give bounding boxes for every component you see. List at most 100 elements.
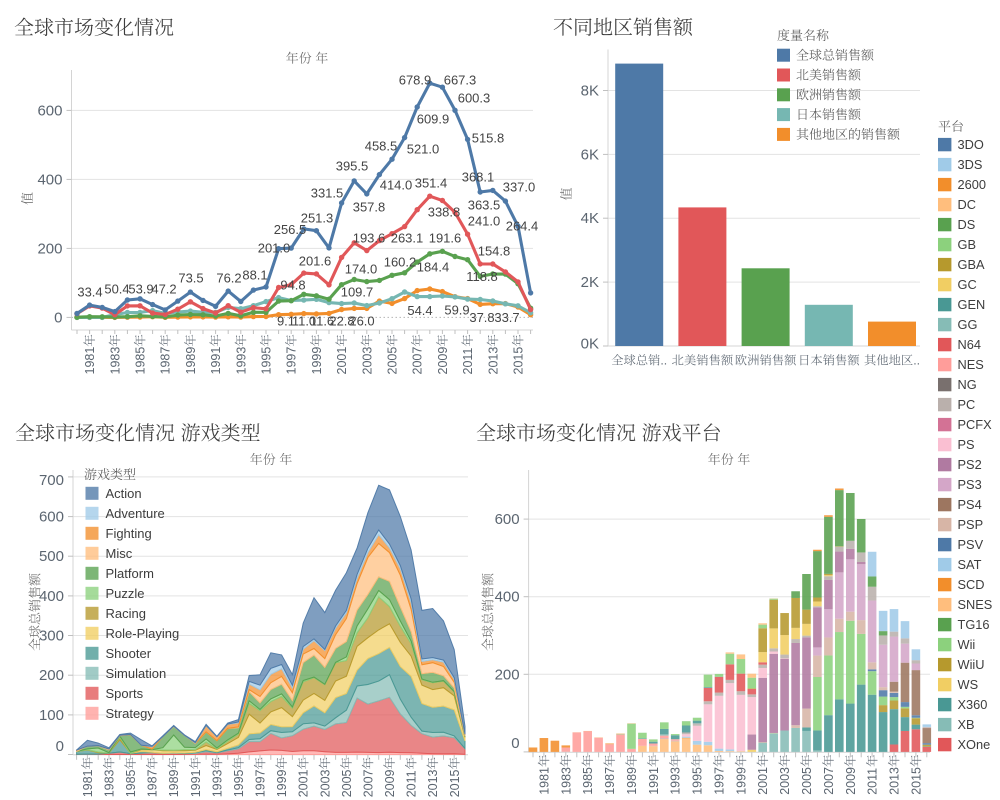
svg-text:1997: 1997 (254, 769, 268, 797)
svg-text:76.2: 76.2 (216, 271, 241, 286)
svg-text:0: 0 (56, 738, 64, 755)
svg-text:TG16: TG16 (958, 617, 990, 632)
svg-text:193.6: 193.6 (353, 231, 386, 246)
svg-text:200: 200 (39, 667, 64, 684)
svg-text:338.8: 338.8 (428, 205, 461, 220)
svg-text:521.0: 521.0 (407, 142, 440, 157)
svg-text:SCD: SCD (958, 577, 985, 592)
svg-text:1981: 1981 (83, 347, 97, 375)
svg-text:GB: GB (958, 237, 977, 252)
svg-text:263.1: 263.1 (391, 231, 424, 246)
svg-text:241.0: 241.0 (468, 214, 501, 229)
svg-text:33.7: 33.7 (494, 310, 519, 325)
svg-text:251.3: 251.3 (301, 211, 334, 226)
svg-text:8K: 8K (581, 83, 599, 100)
svg-text:100: 100 (39, 707, 64, 724)
svg-text:2015: 2015 (448, 769, 462, 797)
svg-text:WiiU: WiiU (958, 657, 985, 672)
svg-text:1987: 1987 (159, 347, 173, 375)
svg-text:2013: 2013 (888, 767, 902, 795)
svg-text:600: 600 (495, 511, 520, 528)
svg-text:11.0: 11.0 (292, 314, 316, 329)
svg-text:11.6: 11.6 (310, 314, 334, 329)
svg-text:..: .. (913, 354, 920, 368)
svg-text:PC: PC (958, 397, 976, 412)
svg-text:PSP: PSP (958, 517, 984, 532)
svg-text:PSV: PSV (958, 537, 984, 552)
svg-text:331.5: 331.5 (311, 186, 344, 201)
svg-text:PS2: PS2 (958, 457, 982, 472)
svg-text:GBA: GBA (958, 257, 985, 272)
svg-text:Shooter: Shooter (106, 646, 152, 661)
svg-text:1985: 1985 (124, 769, 138, 797)
svg-text:54.4: 54.4 (407, 303, 432, 318)
svg-text:94.8: 94.8 (280, 278, 305, 293)
svg-text:1991: 1991 (647, 767, 661, 795)
svg-text:201.0: 201.0 (258, 241, 291, 256)
svg-text:1993: 1993 (234, 347, 248, 375)
svg-text:NES: NES (958, 357, 984, 372)
svg-text:200: 200 (495, 666, 520, 683)
svg-text:678.9: 678.9 (399, 73, 432, 88)
svg-text:351.4: 351.4 (415, 176, 448, 191)
svg-text:..: .. (660, 354, 667, 368)
svg-text:PS4: PS4 (958, 497, 982, 512)
svg-text:201.6: 201.6 (299, 254, 332, 269)
svg-text:2009: 2009 (844, 767, 858, 795)
svg-text:1985: 1985 (581, 767, 595, 795)
svg-text:1989: 1989 (167, 769, 181, 797)
svg-text:X360: X360 (958, 697, 988, 712)
svg-text:Simulation: Simulation (106, 666, 167, 681)
svg-text:Sports: Sports (106, 686, 144, 701)
svg-text:Wii: Wii (958, 637, 976, 652)
svg-text:Platform: Platform (106, 566, 154, 581)
svg-text:SNES: SNES (958, 597, 993, 612)
svg-text:9.1: 9.1 (277, 314, 295, 329)
svg-text:50.4: 50.4 (104, 282, 129, 297)
svg-text:1997: 1997 (713, 767, 727, 795)
svg-text:1989: 1989 (625, 767, 639, 795)
svg-text:2013: 2013 (486, 347, 500, 375)
svg-text:Misc: Misc (106, 546, 133, 561)
svg-text:1989: 1989 (184, 347, 198, 375)
svg-text:118.8: 118.8 (466, 269, 498, 284)
svg-text:GC: GC (958, 277, 977, 292)
svg-text:337.0: 337.0 (503, 180, 536, 195)
svg-text:667.3: 667.3 (444, 73, 477, 88)
svg-text:PS3: PS3 (958, 477, 982, 492)
svg-text:600: 600 (39, 509, 64, 526)
svg-text:88.1: 88.1 (242, 268, 267, 283)
svg-text:Adventure: Adventure (106, 506, 165, 521)
svg-text:Action: Action (106, 486, 142, 501)
svg-text:26.0: 26.0 (349, 314, 374, 329)
svg-text:363.5: 363.5 (468, 198, 501, 213)
svg-text:500: 500 (39, 548, 64, 565)
svg-text:1987: 1987 (146, 769, 160, 797)
svg-text:414.0: 414.0 (380, 178, 413, 193)
svg-text:1981: 1981 (81, 769, 95, 797)
svg-text:458.5: 458.5 (365, 139, 398, 154)
svg-text:6K: 6K (581, 146, 599, 163)
svg-text:2003: 2003 (778, 767, 792, 795)
svg-text:NG: NG (958, 377, 977, 392)
svg-text:1993: 1993 (669, 767, 683, 795)
svg-text:1999: 1999 (275, 769, 289, 797)
svg-text:0: 0 (511, 735, 519, 752)
svg-text:59.9: 59.9 (444, 303, 469, 318)
svg-text:22.8: 22.8 (329, 314, 354, 329)
svg-text:33.4: 33.4 (77, 285, 102, 300)
svg-text:515.8: 515.8 (472, 131, 505, 146)
svg-text:609.9: 609.9 (417, 112, 450, 127)
svg-text:2001: 2001 (335, 347, 349, 375)
svg-text:73.5: 73.5 (178, 271, 203, 286)
svg-text:1991: 1991 (209, 347, 223, 375)
svg-text:600.3: 600.3 (458, 91, 491, 106)
svg-text:4K: 4K (581, 210, 599, 227)
svg-text:357.8: 357.8 (353, 200, 386, 215)
svg-text:PCFX: PCFX (958, 417, 993, 432)
svg-text:2011: 2011 (461, 348, 475, 375)
svg-text:Role-Playing: Role-Playing (106, 626, 180, 641)
svg-text:1983: 1983 (559, 767, 573, 795)
svg-text:47.2: 47.2 (151, 282, 176, 297)
svg-text:154.8: 154.8 (478, 244, 511, 259)
